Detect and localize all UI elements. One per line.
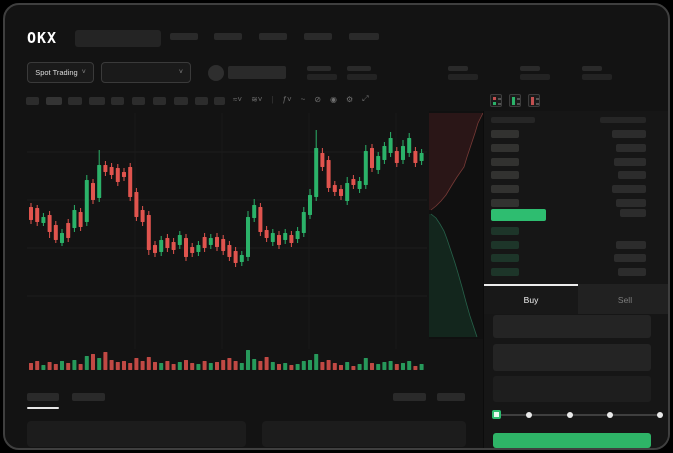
drawing-tool-icon[interactable]: ≈˅ [233,94,243,104]
amount-slider[interactable] [492,410,663,419]
stat-value-3 [448,74,478,80]
orderbook-row-price-bar[interactable] [491,240,519,249]
candlestick-chart-canvas[interactable] [27,113,427,349]
nav-item-5[interactable] [349,33,379,40]
chevron-down-icon: ˅ [81,69,86,76]
nav-item-1[interactable] [170,33,198,40]
orderbook-row-price-bar[interactable] [491,143,519,152]
compare-icon[interactable]: ~ [300,94,306,104]
stat-value-4 [520,74,550,80]
orderbook-row-amount-bar [618,267,646,276]
timeframe-button-3[interactable] [68,97,82,105]
orderbook-row-price-bar[interactable] [491,199,519,207]
orderbook-row-amount-bar [612,185,646,194]
orderbook-row-amount-bar [612,130,646,138]
tab-sell[interactable]: Sell [578,284,668,314]
orderbook-row-price-bar[interactable] [491,157,519,166]
timeframe-button-4[interactable] [89,97,105,105]
timeframe-button-1[interactable] [26,97,39,105]
coin-avatar [208,65,224,81]
slider-stop-25[interactable] [526,412,532,418]
orderbook-row-amount-bar [614,254,646,262]
timeframe-button-10[interactable] [214,97,225,105]
orderbook-trade-panel: Buy Sell [483,111,668,448]
stat-value-5 [582,74,612,80]
stat-label-4 [520,66,540,71]
market-type-dropdown[interactable]: Spot Trading ˅ [27,62,94,83]
stat-label-5 [582,66,602,71]
timeframe-button-2-active[interactable] [46,97,62,105]
buy-submit-button[interactable] [493,433,651,448]
orderbook-row-price-bar[interactable] [491,267,519,276]
pair-name-placeholder [228,66,286,79]
depth-profile-chart [429,111,483,339]
chart-tool-icons: ≈˅ ≋˅ | ƒ˅ ~ ⊘ ◉ ⚙ ⤢ [233,94,369,104]
timeframe-button-9[interactable] [195,97,208,105]
search-input[interactable] [75,30,161,47]
snapshot-icon[interactable]: ◉ [330,94,337,104]
orderbook-row-price-bar[interactable] [491,227,519,235]
orderbook-row-amount-bar [614,157,646,166]
orderbook-header-amount [600,117,646,123]
chart-style-icon[interactable]: ƒ˅ [282,94,292,104]
bottom-link-2[interactable] [437,393,465,401]
bottom-tab-orders[interactable] [27,393,59,401]
stat-value-1 [307,74,337,80]
stat-value-2 [347,74,377,80]
stat-label-3 [448,66,468,71]
orderbook-row-price-bar[interactable] [491,130,519,138]
indicators-icon[interactable]: ≋˅ [251,94,263,104]
nav-item-4[interactable] [304,33,332,40]
trading-app-window: OKX Spot Trading ˅ ˅ ≈˅ ≋˅ | ƒ˅ ~ ⊘ ◉ ⚙ … [3,3,670,450]
timeframe-button-7[interactable] [153,97,166,105]
market-type-label: Spot Trading [35,68,78,77]
stat-label-2 [347,66,371,71]
orderbook-view-toggle [490,94,540,107]
settings-icon[interactable]: ⚙ [346,94,354,104]
orderbook-row-price-bar[interactable] [491,254,519,262]
bottom-tab-active-underline [27,407,59,409]
orderbook-row-amount-bar [616,240,646,249]
orderbook-row-price-bar[interactable] [491,171,519,180]
amount-input[interactable] [493,344,651,371]
timeframe-button-6[interactable] [132,97,145,105]
toolbar-divider: | [271,94,274,104]
book-bids-only-icon[interactable] [509,94,521,107]
bottom-link-1[interactable] [393,393,426,401]
orderbook-row-price-bar[interactable] [491,185,519,194]
pair-dropdown[interactable]: ˅ [101,62,191,83]
orderbook-row-amount-bar [618,171,646,180]
orderbook-row-amount-bar [620,209,646,217]
tab-buy[interactable]: Buy [484,284,578,314]
book-both-icon[interactable] [490,94,502,107]
bottom-tab-history[interactable] [72,393,105,401]
slider-stop-100[interactable] [657,412,663,418]
slider-stop-50[interactable] [567,412,573,418]
nav-item-3[interactable] [259,33,287,40]
bottom-panel-left [27,421,246,447]
stat-label-1 [307,66,331,71]
magnet-icon[interactable]: ⊘ [314,94,322,104]
fullscreen-icon[interactable]: ⤢ [362,94,369,103]
orderbook-row-price-bar[interactable] [491,209,546,221]
orderbook-header-price [491,117,535,123]
slider-stop-75[interactable] [607,412,613,418]
bottom-panel-right [262,421,466,447]
volume-bars [29,350,424,370]
chevron-down-icon: ˅ [178,69,183,76]
book-asks-only-icon[interactable] [528,94,540,107]
orderbook-row-amount-bar [616,199,646,207]
timeframe-button-5[interactable] [111,97,124,105]
slider-handle[interactable] [492,410,501,419]
total-input[interactable] [493,376,651,402]
trade-tabs: Buy Sell [484,284,668,314]
nav-item-2[interactable] [214,33,242,40]
okx-logo[interactable]: OKX [27,29,58,47]
orderbook-row-amount-bar [616,143,646,152]
timeframe-button-8[interactable] [174,97,188,105]
price-input[interactable] [493,315,651,338]
